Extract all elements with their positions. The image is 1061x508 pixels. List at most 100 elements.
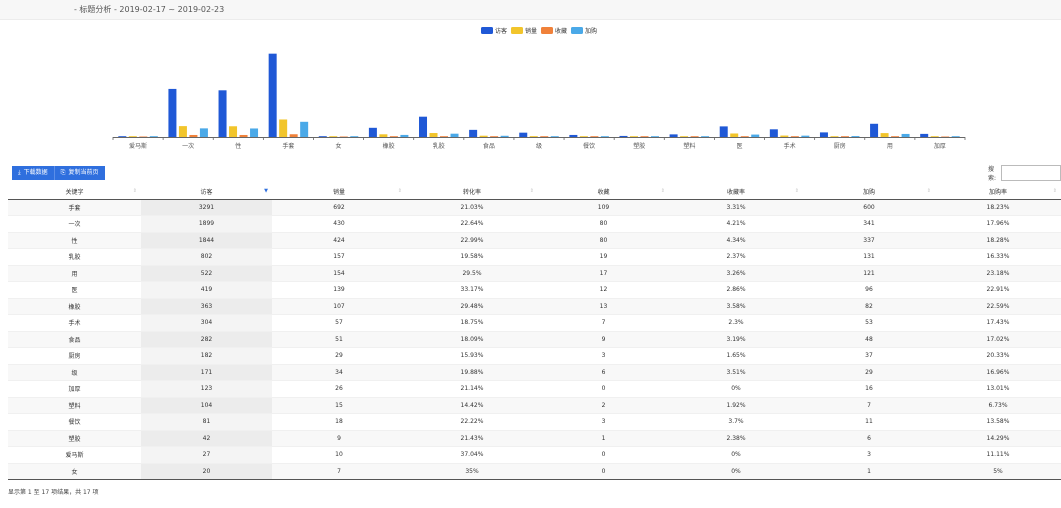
bar-加购[interactable] (550, 136, 559, 137)
bar-收藏[interactable] (239, 134, 248, 137)
bar-加购[interactable] (300, 121, 309, 137)
bar-收藏[interactable] (339, 136, 348, 138)
bar-收藏[interactable] (189, 134, 198, 137)
bar-销量[interactable] (429, 133, 438, 137)
bar-访客[interactable] (920, 133, 929, 137)
column-header[interactable]: 访客 ▼ (141, 185, 272, 200)
bar-加购[interactable] (951, 136, 960, 137)
legend-label[interactable]: 收藏 (555, 27, 567, 35)
bar-访客[interactable] (118, 136, 127, 137)
bar-加购[interactable] (450, 133, 459, 137)
legend-swatch[interactable] (511, 27, 523, 34)
bar-销量[interactable] (379, 134, 388, 137)
bar-访客[interactable] (218, 90, 227, 137)
bar-销量[interactable] (529, 136, 538, 137)
bar-访客[interactable] (268, 53, 277, 137)
bar-销量[interactable] (930, 136, 939, 137)
legend-swatch[interactable] (541, 27, 553, 34)
bar-收藏[interactable] (389, 136, 398, 137)
table-cell: 19.88% (406, 364, 538, 381)
bar-销量[interactable] (830, 136, 839, 137)
bar-加购[interactable] (851, 136, 860, 137)
bar-收藏[interactable] (139, 136, 148, 138)
bar-加购[interactable] (250, 128, 259, 137)
search-input[interactable] (1001, 165, 1061, 181)
bar-访客[interactable] (168, 88, 177, 137)
bar-加购[interactable] (751, 134, 760, 137)
bar-收藏[interactable] (590, 136, 599, 137)
bar-加购[interactable] (500, 135, 509, 137)
legend-label[interactable]: 访客 (495, 27, 507, 35)
bar-收藏[interactable] (490, 136, 499, 137)
bar-销量[interactable] (178, 126, 187, 137)
table-cell: 17 (538, 265, 669, 282)
bar-销量[interactable] (479, 135, 488, 137)
column-header[interactable]: 加购率 ⇕ (935, 185, 1061, 200)
bar-加购[interactable] (901, 133, 910, 137)
bar-访客[interactable] (569, 134, 578, 137)
bar-收藏[interactable] (540, 136, 549, 137)
legend-swatch[interactable] (571, 27, 583, 34)
table-cell: 22.59% (935, 298, 1061, 315)
bar-销量[interactable] (880, 133, 889, 137)
bar-销量[interactable] (229, 126, 238, 137)
bar-访客[interactable] (419, 116, 428, 137)
bar-访客[interactable] (719, 126, 728, 137)
bar-访客[interactable] (519, 132, 528, 137)
column-header[interactable]: 收藏 ⇕ (538, 185, 669, 200)
table-cell: 塑料 (8, 397, 141, 414)
copy-current-page-button[interactable]: ⎘ 复制当前页 (54, 166, 105, 180)
bar-加购[interactable] (149, 136, 158, 137)
table-row: 女 20 7 35% 0 0% 1 5% (8, 463, 1061, 480)
bar-收藏[interactable] (440, 136, 449, 137)
bar-加购[interactable] (801, 135, 810, 137)
bar-销量[interactable] (329, 136, 338, 137)
bar-收藏[interactable] (740, 136, 749, 137)
column-header[interactable]: 收藏率 ⇕ (669, 185, 803, 200)
bar-加购[interactable] (600, 136, 609, 137)
bar-访客[interactable] (368, 127, 377, 137)
download-data-button[interactable]: ⤓ 下载数据 (12, 166, 55, 180)
bar-收藏[interactable] (640, 136, 649, 137)
column-header[interactable]: 加购 ⇕ (803, 185, 935, 200)
bar-收藏[interactable] (891, 136, 900, 137)
bar-收藏[interactable] (289, 134, 298, 137)
bar-收藏[interactable] (690, 136, 699, 137)
bar-销量[interactable] (579, 136, 588, 137)
bar-加购[interactable] (350, 136, 359, 137)
table-cell: 37 (803, 347, 935, 365)
bar-访客[interactable] (669, 134, 678, 137)
legend-label[interactable]: 加购 (585, 27, 597, 35)
keyword-table: 关键字 ⇕ 访客 ▼ 销量 ⇕ 转化率 ⇕ 收藏 ⇕ 收藏率 ⇕ 加购 ⇕ 加购率 ⇕ 手套 3291 692 21… (8, 185, 1061, 480)
bar-访客[interactable] (769, 129, 778, 137)
table-cell: 3.31% (669, 199, 803, 216)
table-cell: 131 (803, 248, 935, 266)
bar-收藏[interactable] (941, 136, 950, 138)
bar-访客[interactable] (619, 135, 628, 137)
column-header[interactable]: 销量 ⇕ (272, 185, 406, 200)
column-header[interactable]: 转化率 ⇕ (406, 185, 538, 200)
bar-销量[interactable] (629, 136, 638, 137)
bar-加购[interactable] (400, 134, 409, 137)
bar-收藏[interactable] (790, 136, 799, 137)
bar-销量[interactable] (780, 135, 789, 137)
bar-销量[interactable] (730, 133, 739, 137)
bar-访客[interactable] (819, 132, 828, 137)
bar-收藏[interactable] (840, 136, 849, 137)
bar-加购[interactable] (650, 136, 659, 137)
table-cell: 16.96% (935, 364, 1061, 381)
bar-加购[interactable] (701, 136, 710, 137)
bar-销量[interactable] (128, 136, 137, 137)
table-cell: 2.86% (669, 281, 803, 299)
legend-label[interactable]: 销量 (525, 27, 537, 35)
bar-加购[interactable] (199, 128, 208, 137)
bar-销量[interactable] (279, 119, 288, 137)
table-cell: 51 (272, 331, 406, 348)
column-header[interactable]: 关键字 ⇕ (8, 185, 141, 200)
bar-访客[interactable] (870, 123, 879, 137)
legend-swatch[interactable] (481, 27, 493, 34)
bar-访客[interactable] (469, 129, 478, 137)
bar-访客[interactable] (318, 136, 327, 137)
bar-销量[interactable] (680, 136, 689, 137)
x-tick-label: 塑料 (683, 142, 695, 150)
